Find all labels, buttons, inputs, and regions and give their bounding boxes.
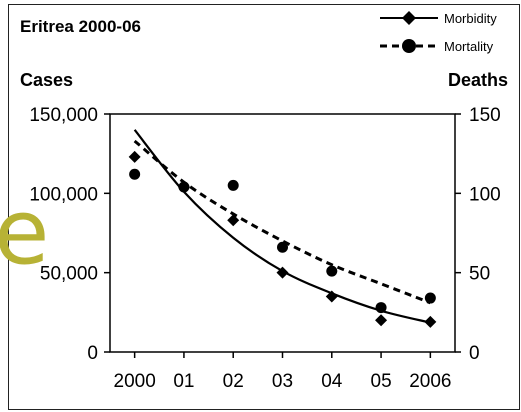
y-left-tick-label: 50,000 — [40, 264, 98, 285]
legend-morbidity-label: Morbidity — [444, 11, 497, 26]
morbidity-point — [128, 150, 141, 163]
morbidity-point — [325, 290, 338, 303]
y-axis-left-label: Cases — [20, 70, 73, 90]
x-tick-label: 04 — [321, 371, 343, 392]
mortality-point — [326, 265, 338, 277]
x-tick-label: 2006 — [409, 371, 451, 392]
morbidity-point — [375, 314, 388, 327]
mortality-point — [375, 302, 387, 314]
y-right-tick-label: 0 — [469, 343, 480, 364]
legend-mortality-marker — [402, 39, 416, 53]
mortality-point — [277, 241, 288, 253]
y-left-tick-label: 100,000 — [29, 184, 98, 205]
morbidity-point — [424, 315, 437, 328]
y-right-tick-label: 100 — [469, 184, 501, 205]
y-right-tick-label: 150 — [469, 105, 501, 126]
y-left-tick-label: 150,000 — [29, 105, 98, 126]
legend-mortality-label: Mortality — [444, 39, 494, 54]
mortality-point — [129, 168, 141, 180]
x-tick-label: 03 — [272, 371, 293, 392]
mortality-point — [424, 292, 436, 304]
morbidity-point — [276, 266, 289, 279]
x-tick-label: 02 — [223, 371, 244, 392]
mortality-point — [227, 179, 239, 191]
y-left-tick-label: 0 — [87, 343, 98, 364]
chart-frame — [8, 4, 520, 410]
x-tick-label: 05 — [371, 371, 392, 392]
morbidity-trend-line — [133, 129, 431, 324]
morbidity-point — [227, 214, 240, 227]
legend-morbidity-marker — [402, 11, 416, 25]
x-tick-label: 2000 — [114, 371, 156, 392]
chart-title: Eritrea 2000-06 — [20, 17, 141, 36]
y-right-tick-label: 50 — [469, 264, 490, 285]
mortality-point — [178, 181, 190, 193]
y-axis-right-label: Deaths — [448, 70, 508, 90]
legend: Morbidity Mortality — [380, 11, 497, 54]
x-tick-label: 01 — [173, 371, 194, 392]
